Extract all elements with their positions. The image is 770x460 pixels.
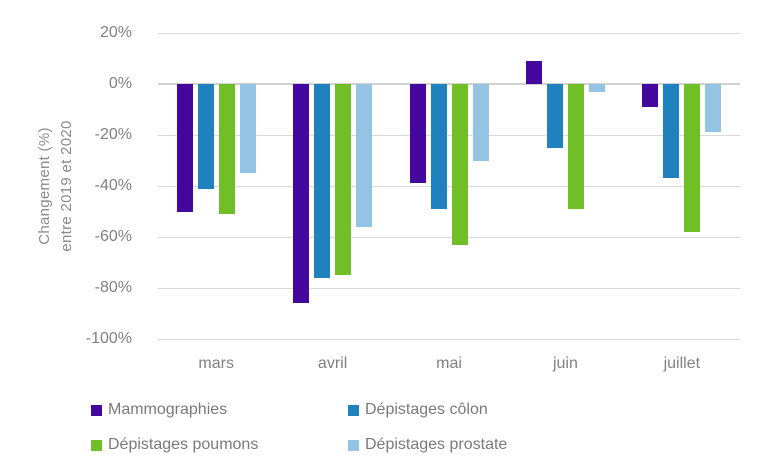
legend-label: Dépistages côlon (365, 401, 488, 418)
legend-label: Dépistages prostate (365, 436, 508, 453)
gridline (158, 288, 740, 289)
legend-item: Dépistages poumons (91, 436, 258, 454)
plot-area (158, 33, 740, 340)
legend-item: Dépistages côlon (348, 401, 488, 419)
bar-juin-3 (567, 84, 584, 209)
gridline (158, 186, 740, 187)
legend-label: Mammographies (108, 401, 228, 418)
x-axis-label-juin: juin (552, 355, 578, 372)
x-axis-label-mai: mai (436, 355, 462, 372)
bar-avril-2 (314, 84, 331, 278)
y-axis-tick-label: 20% (99, 24, 132, 41)
bar-juin-1 (525, 61, 542, 84)
bar-mars-2 (197, 84, 214, 189)
bar-juin-4 (588, 84, 605, 92)
y-axis-tick-label: -60% (94, 228, 132, 245)
legend-label: Dépistages poumons (108, 436, 259, 453)
legend-item: Mammographies (91, 401, 227, 419)
bar-juillet-3 (684, 84, 701, 232)
legend-swatch-icon (348, 404, 359, 416)
bar-mars-3 (218, 84, 235, 215)
bar-mai-2 (430, 84, 447, 209)
zero-gridline (158, 83, 740, 85)
bar-avril-3 (335, 84, 352, 276)
bar-mai-4 (472, 84, 489, 161)
y-axis-tick-label: -80% (94, 279, 132, 296)
bar-mars-1 (176, 84, 193, 212)
gridline (158, 33, 740, 34)
x-axis-label-mars: mars (198, 355, 234, 372)
bar-juin-2 (546, 84, 563, 148)
gridline (158, 135, 740, 136)
y-axis-tick-label: -100% (85, 330, 132, 347)
bar-mai-1 (409, 84, 426, 184)
bar-juillet-4 (705, 84, 722, 133)
y-axis-tick-label: -40% (94, 177, 132, 194)
legend-swatch-icon (91, 404, 102, 416)
bar-avril-4 (356, 84, 373, 227)
y-axis-tick-label: -20% (94, 126, 132, 143)
legend-swatch-icon (348, 439, 359, 451)
x-axis-label-avril: avril (317, 355, 348, 372)
legend-swatch-icon (91, 439, 102, 451)
y-axis-tick-label: 0% (108, 75, 132, 92)
legend-item: Dépistages prostate (348, 436, 507, 454)
gridline (158, 237, 740, 238)
bar-mars-4 (239, 84, 256, 174)
bar-avril-1 (293, 84, 310, 304)
bar-juillet-2 (663, 84, 680, 179)
bar-mai-3 (451, 84, 468, 245)
bar-juillet-1 (642, 84, 659, 107)
x-axis-label-juillet: juillet (663, 355, 701, 372)
gridline (158, 339, 740, 340)
